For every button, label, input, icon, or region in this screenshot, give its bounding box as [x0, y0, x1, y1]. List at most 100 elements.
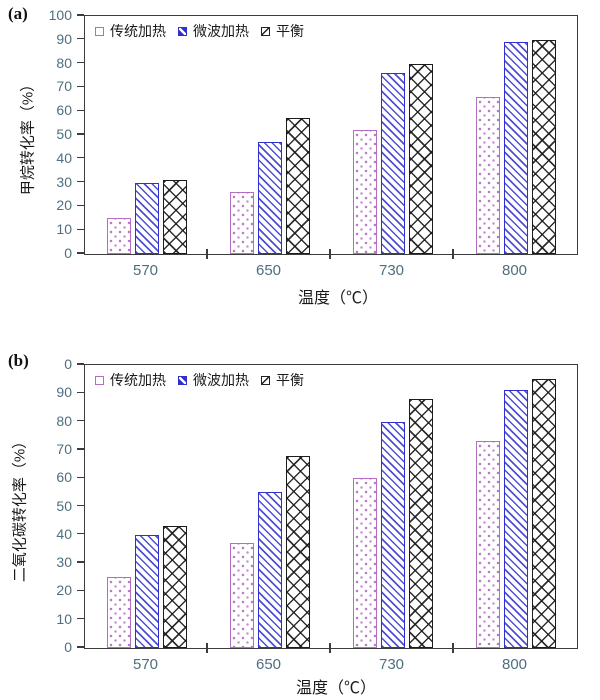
- y-tick-mark: [77, 252, 84, 254]
- x-tick-mark: [452, 249, 454, 259]
- y-tick-mark: [77, 180, 84, 183]
- y-tick-mark: [77, 363, 84, 365]
- x-tick-label: 570: [132, 262, 159, 279]
- y-tick-mark: [77, 419, 84, 422]
- y-tick-label: 40: [56, 525, 72, 542]
- legend-item-平衡: 平衡: [261, 370, 304, 390]
- diagonal-hatch-square-icon: [261, 26, 270, 36]
- diagonal-hatch-square-icon: [261, 375, 270, 385]
- bar-平衡-800: [531, 379, 556, 648]
- y-tick-mark: [77, 618, 84, 620]
- bar-微波加热-730: [380, 421, 405, 648]
- y-tick-mark: [77, 38, 84, 40]
- y-tick-label: 60: [56, 469, 72, 486]
- y-tick-label: 80: [56, 412, 72, 429]
- x-tick-label: 800: [501, 262, 528, 279]
- y-tick-mark: [77, 204, 84, 207]
- y-tick-mark: [77, 157, 84, 159]
- y-tick-label: 0: [64, 356, 72, 372]
- x-tick-label: 730: [378, 262, 405, 279]
- y-tick-label: 0: [64, 245, 72, 261]
- x-tick-mark: [452, 643, 454, 653]
- x-tick-mark: [329, 249, 331, 259]
- bar-传统加热-800: [475, 441, 500, 648]
- x-tick-label: 800: [501, 656, 528, 673]
- y-tick-label: 90: [56, 384, 72, 401]
- bar-平衡-800: [531, 39, 556, 254]
- bar-传统加热-570: [106, 577, 131, 648]
- legend-item-平衡: 平衡: [261, 21, 304, 41]
- x-axis-title-b: 温度（℃）: [295, 680, 377, 697]
- x-tick-label: 650: [255, 656, 282, 673]
- y-tick-mark: [77, 109, 84, 111]
- y-tick-label: 40: [56, 149, 72, 166]
- legend-label: 微波加热: [193, 23, 249, 39]
- y-tick-label: 80: [56, 54, 72, 71]
- y-tick-label: 20: [56, 197, 72, 214]
- x-axis-title-a: 温度（℃）: [297, 290, 379, 307]
- y-tick-label: 10: [56, 221, 72, 238]
- bar-微波加热-730: [380, 73, 405, 254]
- y-tick-label: 70: [56, 78, 72, 95]
- y-tick-mark: [77, 589, 84, 592]
- legend-b: 传统加热 微波加热 平衡: [95, 370, 304, 390]
- y-tick-label: 90: [56, 30, 72, 47]
- bar-传统加热-650: [229, 543, 254, 648]
- legend-item-微波加热: 微波加热: [178, 21, 249, 41]
- bar-微波加热-800: [503, 390, 528, 648]
- y-tick-mark: [77, 504, 84, 507]
- bar-微波加热-570: [134, 534, 159, 648]
- bar-传统加热-650: [229, 192, 254, 254]
- x-tick-mark: [329, 643, 331, 653]
- y-tick-label: 50: [56, 497, 72, 514]
- bar-平衡-730: [408, 63, 433, 254]
- y-tick-mark: [77, 228, 84, 230]
- y-tick-label: 70: [56, 440, 72, 457]
- y-tick-mark: [77, 61, 84, 64]
- legend-label: 平衡: [276, 372, 304, 388]
- y-tick-mark: [77, 448, 84, 450]
- bar-传统加热-730: [352, 478, 377, 648]
- legend-item-微波加热: 微波加热: [178, 370, 249, 390]
- legend-label: 传统加热: [110, 372, 166, 388]
- legend-item-传统加热: 传统加热: [95, 370, 166, 390]
- bar-传统加热-730: [352, 130, 377, 254]
- legend-label: 传统加热: [110, 23, 166, 39]
- y-tick-mark: [77, 391, 84, 393]
- y-tick-label: 60: [56, 102, 72, 119]
- legend-label: 微波加热: [193, 372, 249, 388]
- bar-微波加热-570: [134, 182, 159, 254]
- x-tick-label: 570: [132, 656, 159, 673]
- y-tick-mark: [77, 85, 84, 88]
- panel-label-b: (b): [8, 351, 29, 370]
- y-tick-mark: [77, 133, 84, 135]
- bar-平衡-730: [408, 398, 433, 648]
- legend-item-传统加热: 传统加热: [95, 21, 166, 41]
- y-tick-label: 100: [48, 7, 72, 23]
- y-tick-label: 0: [64, 639, 72, 655]
- legend-a: 传统加热 微波加热 平衡: [95, 21, 304, 41]
- y-tick-label: 20: [56, 582, 72, 599]
- plot-area-b: 传统加热 微波加热 平衡: [84, 364, 578, 649]
- blue-diagonal-square-icon: [178, 375, 187, 385]
- open-square-icon: [95, 26, 104, 36]
- bar-平衡-570: [162, 180, 187, 254]
- bar-传统加热-570: [106, 218, 131, 254]
- bar-微波加热-650: [257, 142, 282, 254]
- blue-diagonal-square-icon: [178, 26, 187, 36]
- bar-微波加热-800: [503, 42, 528, 254]
- open-square-icon: [95, 375, 104, 385]
- panel-label-a: (a): [8, 4, 28, 23]
- y-tick-mark: [77, 14, 84, 16]
- x-tick-label: 650: [255, 262, 282, 279]
- y-tick-label: 50: [56, 126, 72, 142]
- bar-平衡-650: [285, 118, 310, 254]
- legend-label: 平衡: [276, 23, 304, 39]
- bar-微波加热-650: [257, 492, 282, 648]
- y-tick-mark: [77, 476, 84, 478]
- bar-平衡-650: [285, 455, 310, 648]
- y-tick-mark: [77, 646, 84, 648]
